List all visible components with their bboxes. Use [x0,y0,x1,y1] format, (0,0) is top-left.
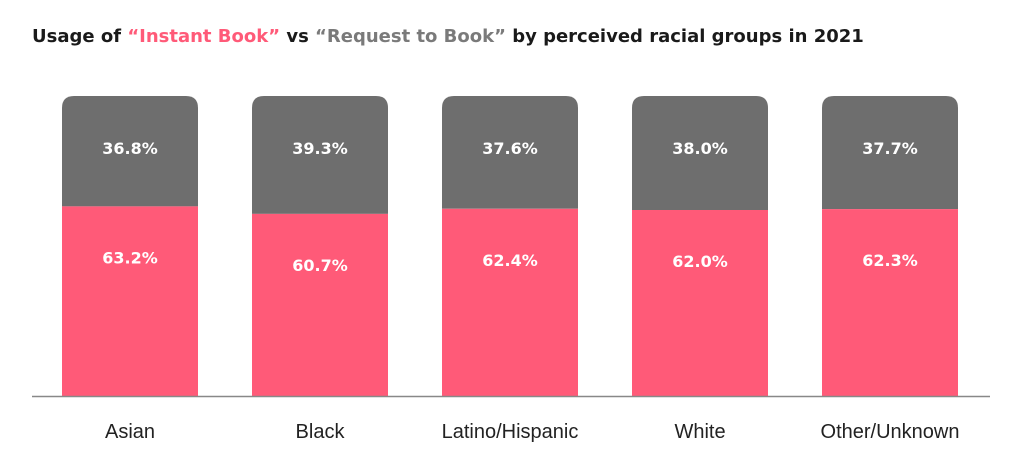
data-label-request-to-book-4: 37.7% [862,139,918,158]
data-label-instant-book-2: 62.4% [482,251,538,270]
bar-segment-instant-book-4 [822,209,958,396]
bar-segment-instant-book-0 [62,206,198,396]
bar-segment-instant-book-3 [632,210,768,396]
bar-segment-request-to-book-1 [252,96,388,214]
bar-segment-instant-book-2 [442,208,578,396]
data-label-instant-book-0: 63.2% [102,248,158,267]
category-label-0: Asian [105,421,155,443]
data-label-instant-book-1: 60.7% [292,256,348,275]
title-prefix: Usage of [32,26,128,47]
title-middle: vs [280,26,316,47]
bar-segment-request-to-book-0 [62,96,198,207]
category-label-3: White [674,421,725,443]
bar-segment-request-to-book-2 [442,96,578,209]
title-suffix: by perceived racial groups in 2021 [505,26,864,47]
data-label-request-to-book-2: 37.6% [482,139,538,158]
category-label-2: Latino/Hispanic [442,421,579,443]
chart-title: Usage of “Instant Book” vs “Request to B… [32,26,864,47]
bar-segment-request-to-book-3 [632,96,768,210]
bar-segment-request-to-book-4 [822,96,958,210]
bar-segment-instant-book-1 [252,213,388,396]
title-series-request-to-book: “Request to Book” [315,26,506,47]
category-label-4: Other/Unknown [821,421,960,443]
category-label-1: Black [296,421,346,443]
data-label-instant-book-4: 62.3% [862,251,918,270]
data-label-request-to-book-0: 36.8% [102,139,158,158]
title-series-instant-book: “Instant Book” [127,26,281,47]
data-label-request-to-book-3: 38.0% [672,139,728,158]
data-label-instant-book-3: 62.0% [672,252,728,271]
data-label-request-to-book-1: 39.3% [292,139,348,158]
